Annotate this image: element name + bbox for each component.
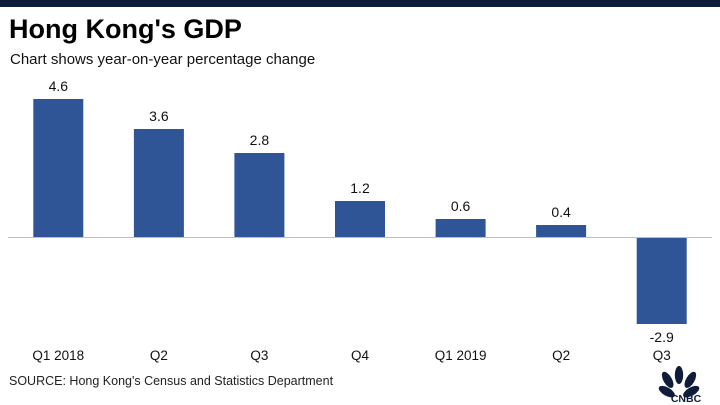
- data-label-6: 0.4: [551, 204, 571, 220]
- bar-5: [435, 219, 486, 237]
- data-label-1: 4.6: [49, 78, 69, 94]
- category-label-6: Q2: [552, 348, 570, 363]
- bar-3: [234, 153, 285, 237]
- category-label-3: Q3: [250, 348, 268, 363]
- bar-1: [33, 99, 84, 237]
- bar-2: [133, 129, 184, 237]
- data-label-5: 0.6: [451, 198, 471, 214]
- data-label-3: 2.8: [250, 132, 270, 148]
- category-label-1: Q1 2018: [32, 348, 84, 363]
- chart-title: Hong Kong's GDP: [9, 14, 242, 44]
- source-note: SOURCE: Hong Kong's Census and Statistic…: [9, 374, 334, 388]
- bar-6: [536, 225, 587, 237]
- cnbc-logo-text: CNBC: [671, 393, 702, 404]
- bar-7: [636, 237, 687, 324]
- category-label-7: Q3: [653, 348, 671, 363]
- category-label-2: Q2: [150, 348, 168, 363]
- category-label-5: Q1 2019: [435, 348, 487, 363]
- data-label-7: -2.9: [650, 329, 674, 345]
- chart-subtitle: Chart shows year-on-year percentage chan…: [10, 51, 316, 68]
- data-label-2: 3.6: [149, 108, 169, 124]
- top-bar: [0, 0, 720, 7]
- category-label-4: Q4: [351, 348, 370, 363]
- data-label-4: 1.2: [350, 180, 370, 196]
- cnbc-peacock-logo: CNBC: [658, 366, 702, 404]
- bar-4: [335, 201, 385, 237]
